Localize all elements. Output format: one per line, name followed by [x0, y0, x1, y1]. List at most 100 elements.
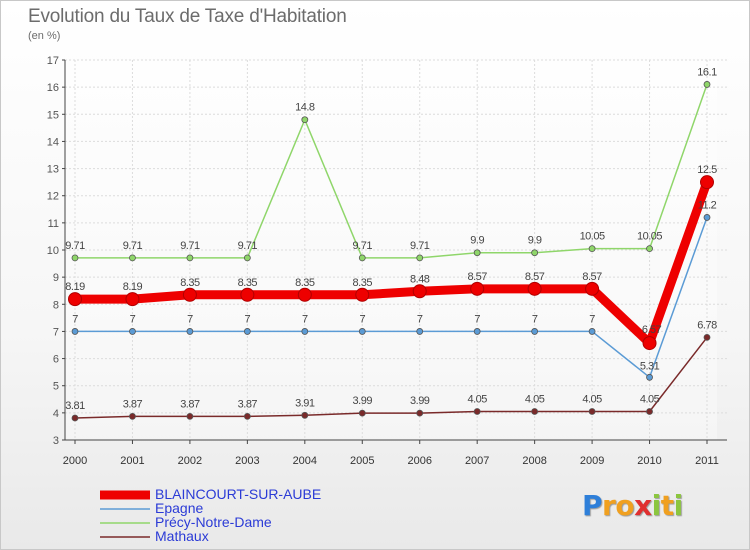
point-blaincourt-sur-aube-2002	[182, 287, 197, 302]
legend-label-mathaux: Mathaux	[155, 528, 209, 544]
point-pr-cy-notre-dame-2007	[473, 249, 481, 257]
x-tick-label-2010: 2010	[637, 455, 661, 467]
data-label-blaincourt-sur-aube-2003: 8.35	[238, 277, 258, 289]
logo-letter: i	[673, 489, 684, 522]
point-pr-cy-notre-dame-2000	[71, 254, 79, 262]
y-tick-label-13: 13	[47, 164, 59, 176]
data-label-pr-cy-notre-dame-2003: 9.71	[238, 240, 258, 252]
data-label-epagne-2007: 7	[474, 313, 480, 325]
point-blaincourt-sur-aube-2011	[700, 175, 714, 190]
data-label-epagne-2008: 7	[532, 313, 538, 325]
logo-letter: o	[615, 489, 635, 522]
series-line-mathaux	[74, 336, 708, 419]
point-mathaux-2004	[301, 411, 309, 419]
y-tick-label-5: 5	[53, 381, 59, 393]
data-label-pr-cy-notre-dame-2006: 9.71	[410, 240, 430, 252]
data-label-pr-cy-notre-dame-2004: 14.8	[295, 102, 315, 114]
data-label-blaincourt-sur-aube-2005: 8.35	[353, 277, 373, 289]
y-tick-label-11: 11	[48, 218, 59, 230]
data-label-pr-cy-notre-dame-2009: 10.05	[580, 231, 605, 243]
x-tick-label-2003: 2003	[235, 455, 259, 467]
data-label-pr-cy-notre-dame-2005: 9.71	[353, 240, 373, 252]
point-blaincourt-sur-aube-2010	[642, 336, 657, 351]
data-label-mathaux-2002: 3.87	[180, 398, 200, 410]
data-label-blaincourt-sur-aube-2002: 8.35	[180, 277, 200, 289]
data-label-epagne-2003: 7	[245, 313, 251, 325]
data-label-epagne-2010: 5.31	[640, 360, 660, 372]
point-mathaux-2009	[588, 408, 596, 415]
series-line-pr-cy-notre-dame	[74, 83, 708, 259]
point-mathaux-2010	[646, 408, 653, 415]
data-label-epagne-2005: 7	[359, 313, 365, 325]
logo-letter: P	[582, 489, 603, 522]
point-epagne-2005	[358, 328, 366, 335]
data-label-mathaux-2006: 3.99	[410, 395, 430, 407]
point-epagne-2009	[588, 328, 596, 335]
data-label-epagne-2000: 7	[72, 313, 78, 325]
x-tick-label-2000: 2000	[63, 455, 87, 467]
legend-label-pr-cy-notre-dame: Précy-Notre-Dame	[155, 514, 272, 530]
point-blaincourt-sur-aube-2003	[240, 287, 255, 302]
y-tick-label-16: 16	[47, 82, 59, 94]
point-mathaux-2007	[473, 408, 481, 415]
point-pr-cy-notre-dame-2006	[416, 254, 424, 262]
point-pr-cy-notre-dame-2003	[243, 254, 251, 262]
point-mathaux-2001	[129, 412, 136, 420]
point-blaincourt-sur-aube-2007	[470, 281, 485, 296]
data-label-blaincourt-sur-aube-2000: 8.19	[65, 281, 85, 293]
logo-letter: i	[651, 489, 662, 522]
point-blaincourt-sur-aube-2008	[527, 281, 542, 296]
data-label-epagne-2011: 11.2	[698, 199, 717, 211]
data-label-mathaux-2010: 4.05	[640, 394, 660, 406]
y-tick-label-12: 12	[47, 191, 59, 203]
data-label-blaincourt-sur-aube-2001: 8.19	[123, 281, 143, 293]
data-label-mathaux-2008: 4.05	[525, 394, 545, 406]
data-label-mathaux-2009: 4.05	[582, 394, 602, 406]
data-label-epagne-2004: 7	[302, 313, 308, 325]
series-line-blaincourt-sur-aube	[70, 177, 712, 348]
data-label-mathaux-2004: 3.91	[295, 397, 315, 409]
data-label-pr-cy-notre-dame-2001: 9.71	[123, 240, 143, 252]
point-pr-cy-notre-dame-2009	[588, 245, 596, 253]
x-tick-label-2009: 2009	[580, 455, 604, 467]
y-tick-label-9: 9	[53, 272, 59, 284]
x-tick-label-2011: 2011	[695, 455, 719, 467]
logo-letter: x	[634, 489, 652, 522]
data-label-pr-cy-notre-dame-2011: 16.1	[697, 66, 717, 78]
point-epagne-2002	[186, 328, 194, 335]
point-pr-cy-notre-dame-2011	[703, 81, 711, 88]
data-label-pr-cy-notre-dame-2000: 9.71	[65, 240, 85, 252]
data-label-mathaux-2011: 6.78	[697, 319, 717, 331]
data-label-mathaux-2005: 3.99	[353, 395, 373, 407]
data-label-blaincourt-sur-aube-2011: 12.5	[697, 164, 717, 176]
point-mathaux-2002	[186, 412, 194, 420]
point-epagne-2000	[71, 328, 79, 335]
x-tick-label-2004: 2004	[293, 455, 317, 467]
point-pr-cy-notre-dame-2004	[301, 116, 309, 124]
point-epagne-2006	[416, 328, 424, 335]
x-tick-label-2007: 2007	[465, 455, 489, 467]
y-tick-label-17: 17	[47, 55, 59, 67]
y-tick-label-15: 15	[47, 109, 59, 121]
y-tick-label-7: 7	[53, 326, 59, 338]
point-epagne-2003	[243, 328, 251, 335]
point-mathaux-2003	[243, 412, 251, 420]
y-tick-label-14: 14	[47, 136, 59, 148]
point-blaincourt-sur-aube-2001	[125, 292, 140, 307]
x-tick-label-2002: 2002	[178, 455, 202, 467]
point-blaincourt-sur-aube-2004	[297, 287, 312, 302]
y-tick-label-8: 8	[53, 299, 59, 311]
x-tick-label-2008: 2008	[522, 455, 546, 467]
data-label-epagne-2009: 7	[589, 313, 595, 325]
point-blaincourt-sur-aube-2000	[68, 292, 82, 307]
data-label-mathaux-2007: 4.05	[467, 394, 487, 406]
point-mathaux-2011	[703, 333, 711, 341]
data-label-epagne-2001: 7	[130, 313, 136, 325]
point-blaincourt-sur-aube-2006	[412, 284, 427, 299]
point-pr-cy-notre-dame-2002	[186, 254, 194, 262]
proxiti-logo: Proxiti	[582, 489, 683, 522]
data-label-epagne-2006: 7	[417, 313, 423, 325]
point-epagne-2008	[531, 328, 539, 335]
point-blaincourt-sur-aube-2009	[585, 281, 600, 296]
data-label-mathaux-2003: 3.87	[238, 398, 258, 410]
